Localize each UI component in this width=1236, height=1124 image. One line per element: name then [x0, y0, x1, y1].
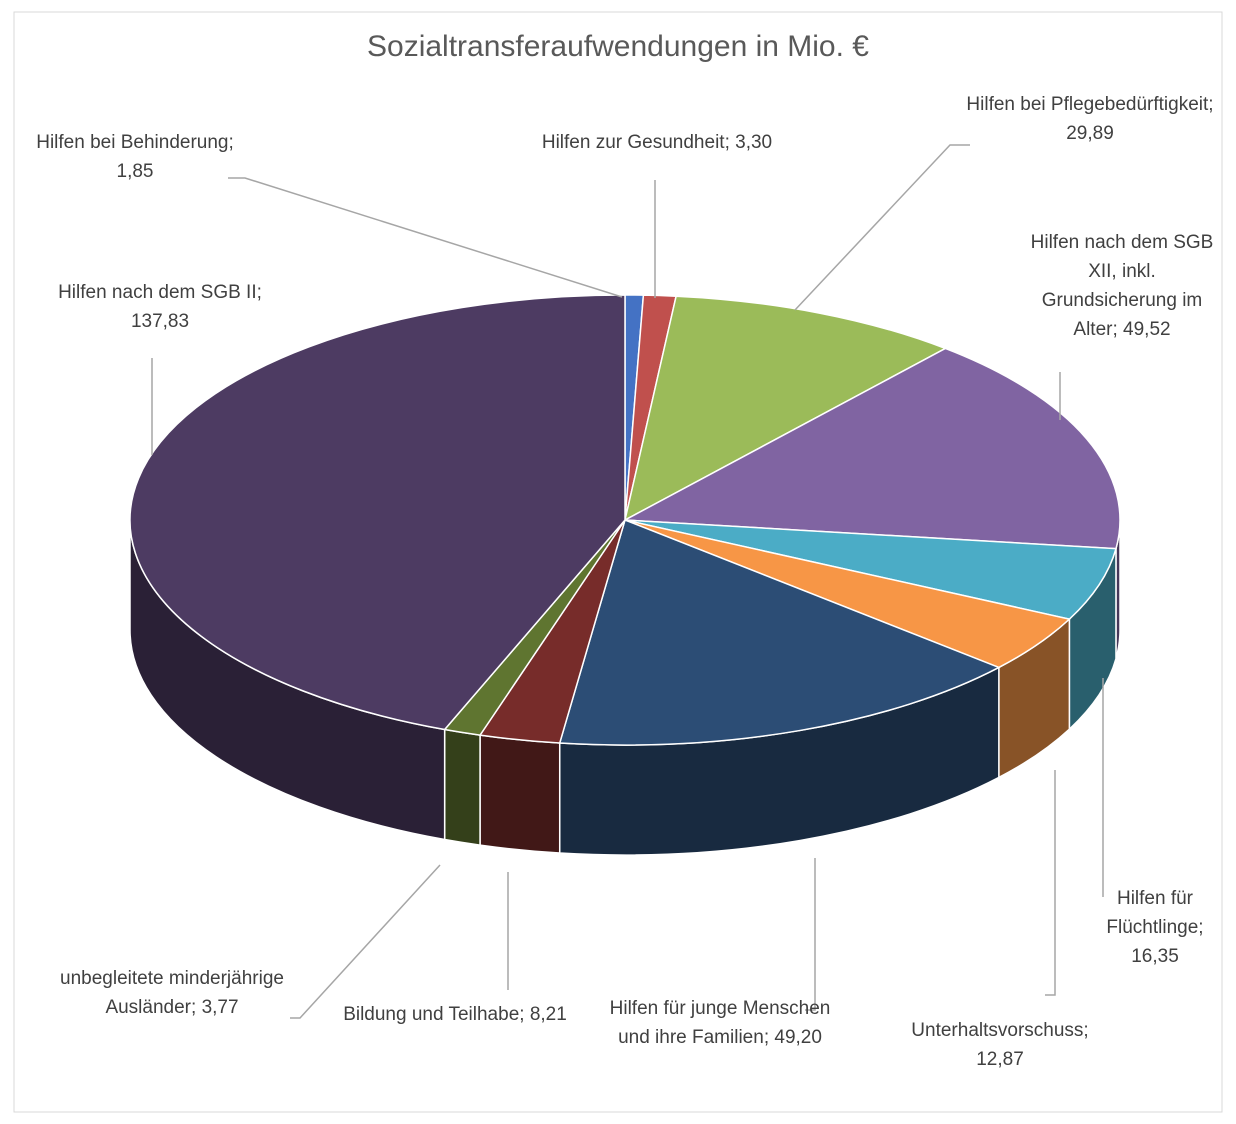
- label-separator: ;: [256, 282, 262, 303]
- pie: [129, 294, 1121, 856]
- chart-title: Sozialtransferaufwendungen in Mio. €: [367, 30, 869, 63]
- label-value: 3,77: [201, 997, 239, 1018]
- label-category: Bildung und Teilhabe: [343, 1004, 520, 1025]
- leader-line: [290, 864, 441, 1019]
- data-label: Unterhaltsvorschuss; 12,87: [885, 1016, 1115, 1074]
- label-separator: ;: [724, 132, 736, 153]
- label-category: Hilfen zur Gesundheit: [541, 132, 725, 153]
- chart-border: [13, 11, 1223, 1113]
- label-separator: ;: [1112, 319, 1124, 340]
- slice-side: [443, 728, 481, 846]
- label-category: Hilfen nach dem SGB XII, inkl. Grundsich…: [1030, 232, 1214, 340]
- slice: [622, 347, 1121, 550]
- data-label: Hilfen für Flüchtlinge; 16,35: [1090, 884, 1220, 971]
- label-separator: ;: [1208, 94, 1214, 115]
- slice-side: [479, 734, 561, 854]
- slice: [624, 519, 1117, 620]
- data-label: unbegleitete minderjährige Ausländer; 3,…: [22, 964, 322, 1022]
- label-value: 8,21: [529, 1004, 567, 1025]
- label-category: unbegleitete minderjährige Ausländer: [60, 968, 284, 1018]
- label-category: Hilfen für Flüchtlinge: [1106, 888, 1199, 938]
- label-category: Hilfen für junge Menschen und ihre Famil…: [609, 998, 831, 1048]
- label-category: Unterhaltsvorschuss: [911, 1020, 1084, 1041]
- leader-line: [1045, 770, 1056, 996]
- label-value: 49,52: [1123, 319, 1171, 340]
- leader-line: [794, 144, 970, 311]
- label-value: 3,30: [735, 132, 773, 153]
- slice: [129, 294, 626, 731]
- data-label: Bildung und Teilhabe; 8,21: [335, 1000, 575, 1029]
- label-category: Hilfen bei Behinderung: [36, 132, 229, 153]
- label-value: 12,87: [976, 1049, 1024, 1070]
- label-separator: ;: [1198, 917, 1204, 938]
- leader-line: [805, 858, 816, 1011]
- data-label: Hilfen nach dem SGB XII, inkl. Grundsich…: [1027, 228, 1217, 344]
- label-value: 16,35: [1131, 946, 1179, 967]
- label-value: 137,83: [130, 311, 190, 332]
- label-separator: ;: [763, 1027, 775, 1048]
- label-separator: ;: [519, 1004, 530, 1025]
- label-separator: ;: [1083, 1020, 1089, 1041]
- data-label: Hilfen bei Pflegebedürftigkeit; 29,89: [945, 90, 1235, 148]
- label-value: 29,89: [1066, 123, 1114, 144]
- label-separator: ;: [228, 132, 234, 153]
- slice: [623, 295, 948, 522]
- data-label: Hilfen nach dem SGB II; 137,83: [30, 278, 290, 336]
- slice: [558, 519, 1001, 746]
- label-separator: ;: [191, 997, 202, 1018]
- data-label: Hilfen für junge Menschen und ihre Famil…: [605, 994, 835, 1052]
- label-value: 49,20: [774, 1027, 822, 1048]
- data-label: Hilfen zur Gesundheit; 3,30: [487, 128, 827, 157]
- leader-line: [228, 177, 623, 298]
- data-label: Hilfen bei Behinderung; 1,85: [35, 128, 235, 186]
- label-value: 1,85: [116, 161, 154, 182]
- label-category: Hilfen bei Pflegebedürftigkeit: [966, 94, 1209, 115]
- label-category: Hilfen nach dem SGB II: [58, 282, 257, 303]
